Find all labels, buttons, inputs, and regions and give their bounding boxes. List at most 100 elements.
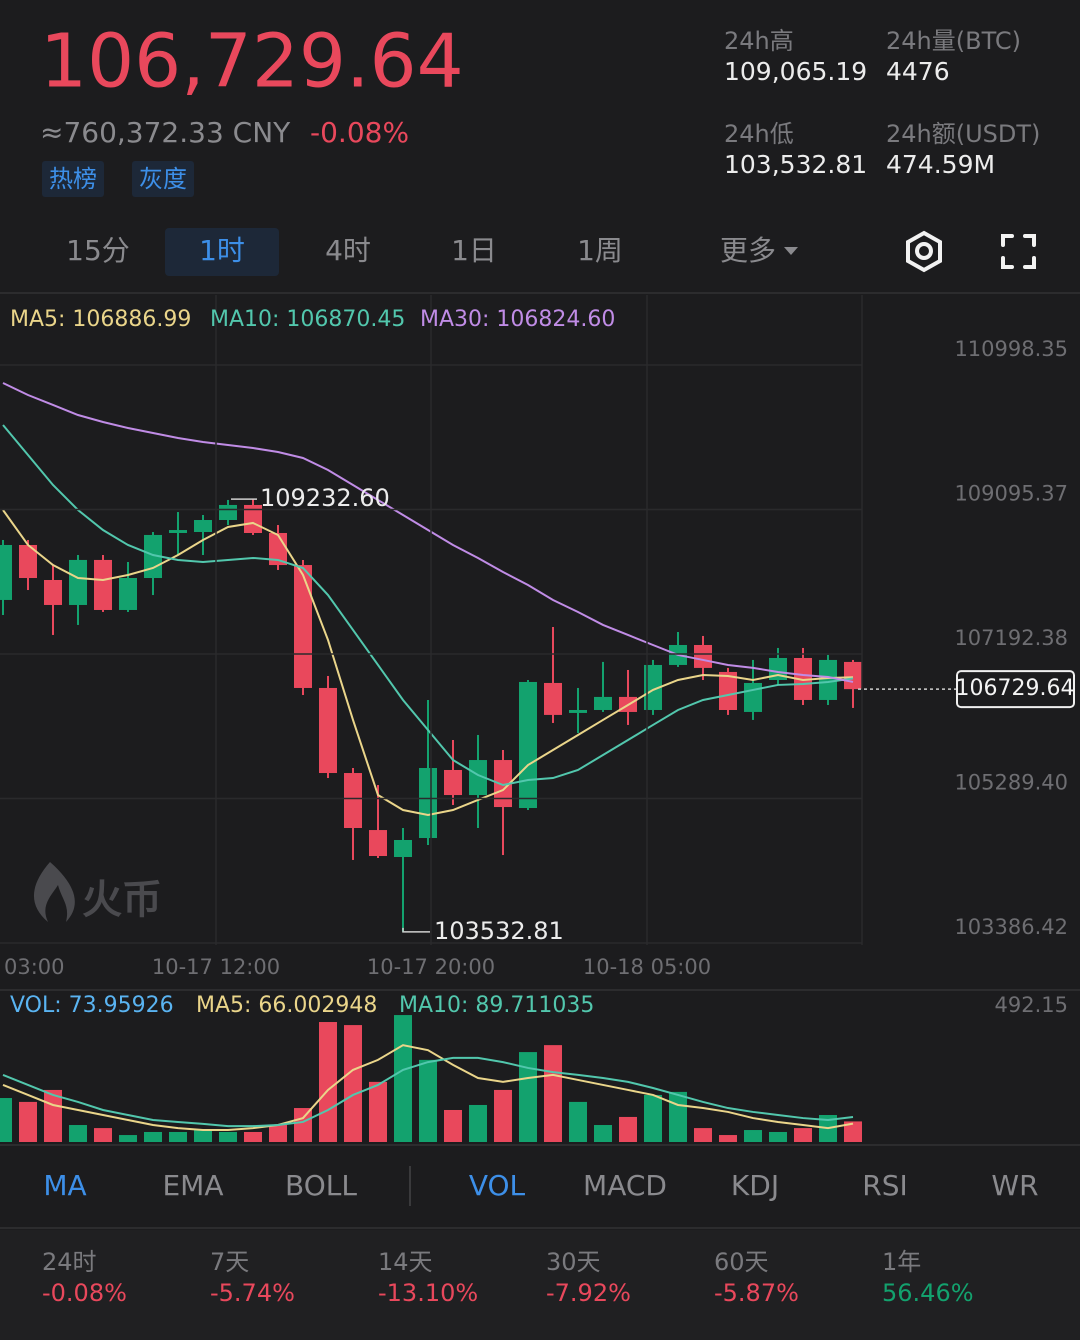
candle-body bbox=[569, 709, 587, 713]
ma-line bbox=[2, 509, 854, 817]
candle-body bbox=[444, 769, 462, 796]
performance-period: 7天 bbox=[210, 1248, 249, 1276]
interval-tab[interactable]: 15分 bbox=[66, 234, 130, 267]
indicator-tab[interactable]: VOL bbox=[469, 1169, 526, 1202]
indicator-tab[interactable]: BOLL bbox=[285, 1169, 357, 1202]
candle-body bbox=[819, 659, 837, 700]
volume-bar bbox=[0, 1098, 12, 1142]
volume-bar bbox=[269, 1125, 287, 1142]
y-tick-label: 107192.38 bbox=[954, 626, 1068, 650]
indicator-tab[interactable]: KDJ bbox=[731, 1169, 779, 1202]
performance-change: 56.46% bbox=[882, 1279, 974, 1307]
stat-label: 24h量(BTC) bbox=[886, 27, 1021, 55]
settings-icon[interactable] bbox=[906, 230, 942, 273]
y-tick-label: 103386.42 bbox=[954, 915, 1068, 939]
legend-entry: MA30: 106824.60 bbox=[420, 307, 615, 332]
volume-bar bbox=[144, 1131, 162, 1142]
candle-body bbox=[694, 644, 712, 668]
y-tick-label: 109095.37 bbox=[954, 481, 1068, 505]
volume-bar bbox=[419, 1059, 437, 1142]
performance-period: 24时 bbox=[42, 1248, 97, 1276]
x-tick-label: 03:00 bbox=[4, 955, 65, 979]
y-tick-label: 110998.35 bbox=[954, 337, 1068, 361]
candle-body bbox=[319, 687, 337, 774]
volume-bar bbox=[219, 1131, 237, 1142]
performance-change: -5.74% bbox=[210, 1279, 295, 1307]
indicator-tab[interactable]: EMA bbox=[162, 1169, 223, 1202]
tag[interactable]: 热榜 bbox=[49, 165, 97, 193]
fullscreen-icon[interactable] bbox=[1001, 234, 1036, 269]
legend-entry: MA10: 106870.45 bbox=[210, 307, 405, 332]
last-price: 106,729.64 bbox=[40, 19, 464, 105]
volume-bar bbox=[619, 1116, 637, 1142]
candle-body bbox=[719, 671, 737, 710]
high-label: 109232.60 bbox=[260, 484, 390, 512]
interval-tab[interactable]: 1周 bbox=[577, 234, 623, 267]
volume-bar bbox=[444, 1109, 462, 1142]
volume-tick-label: 492.15 bbox=[995, 993, 1068, 1017]
candle-body bbox=[519, 681, 537, 809]
volume-legend: MA10: 89.711035 bbox=[399, 993, 594, 1018]
interval-tab[interactable]: 1日 bbox=[451, 234, 497, 267]
ma-line bbox=[2, 382, 854, 683]
candle-body bbox=[369, 830, 387, 857]
y-tick-label: 105289.40 bbox=[954, 771, 1068, 795]
indicator-tab[interactable]: MACD bbox=[583, 1169, 667, 1202]
candle-body bbox=[744, 682, 762, 712]
stat-value: 474.59M bbox=[886, 150, 995, 179]
interval-tab[interactable]: 1时 bbox=[199, 234, 245, 267]
volume-bar bbox=[19, 1101, 37, 1142]
performance-period: 30天 bbox=[546, 1248, 601, 1276]
volume-bar bbox=[769, 1131, 787, 1142]
volume-bar bbox=[569, 1101, 587, 1142]
candle-body bbox=[119, 578, 137, 610]
candle-body bbox=[469, 760, 487, 796]
last-price-tag bbox=[956, 670, 1075, 709]
candle-body bbox=[844, 661, 862, 690]
x-tick-label: 10-17 12:00 bbox=[152, 955, 280, 979]
cny-price: ≈760,372.33 CNY bbox=[40, 116, 291, 149]
volume-bar bbox=[394, 1015, 412, 1142]
volume-bar bbox=[744, 1130, 762, 1142]
volume-bar bbox=[94, 1128, 112, 1142]
tag[interactable]: 灰度 bbox=[139, 165, 187, 193]
candle-body bbox=[194, 520, 212, 533]
performance-change: -13.10% bbox=[378, 1279, 478, 1307]
volume-bar bbox=[719, 1135, 737, 1142]
interval-tab[interactable]: 更多 bbox=[720, 234, 776, 267]
ma-line bbox=[2, 1056, 854, 1128]
volume-bar bbox=[594, 1125, 612, 1142]
performance-period: 1年 bbox=[882, 1248, 921, 1276]
performance-change: -5.87% bbox=[714, 1279, 799, 1307]
dropdown-caret bbox=[784, 247, 798, 255]
volume-bar bbox=[469, 1104, 487, 1142]
performance-period: 14天 bbox=[378, 1248, 433, 1276]
indicator-tab[interactable]: RSI bbox=[862, 1169, 908, 1202]
volume-legend: MA5: 66.002948 bbox=[196, 993, 377, 1018]
candle-body bbox=[69, 559, 87, 605]
ma-line bbox=[2, 1044, 854, 1132]
volume-bar bbox=[544, 1045, 562, 1142]
candle-body bbox=[394, 839, 412, 857]
volume-legend: VOL: 73.95926 bbox=[10, 993, 174, 1018]
interval-tab[interactable]: 4时 bbox=[325, 234, 371, 267]
volume-bar bbox=[644, 1094, 662, 1142]
indicator-tab[interactable]: MA bbox=[43, 1169, 86, 1202]
indicator-tab[interactable]: WR bbox=[991, 1169, 1038, 1202]
candle-body bbox=[219, 504, 237, 521]
volume-bar bbox=[294, 1108, 312, 1142]
plot bbox=[0, 382, 862, 1142]
candle-body bbox=[44, 579, 62, 605]
volume-bar bbox=[69, 1125, 87, 1142]
performance-change: -0.08% bbox=[42, 1279, 127, 1307]
candle-body bbox=[594, 696, 612, 710]
stat-label: 24h低 bbox=[724, 120, 794, 148]
watermark: 火币 bbox=[82, 877, 162, 923]
stat-label: 24h额(USDT) bbox=[886, 120, 1040, 148]
performance-panel bbox=[0, 1230, 1080, 1340]
watermark-flame bbox=[33, 862, 75, 922]
candle-body bbox=[494, 760, 512, 808]
